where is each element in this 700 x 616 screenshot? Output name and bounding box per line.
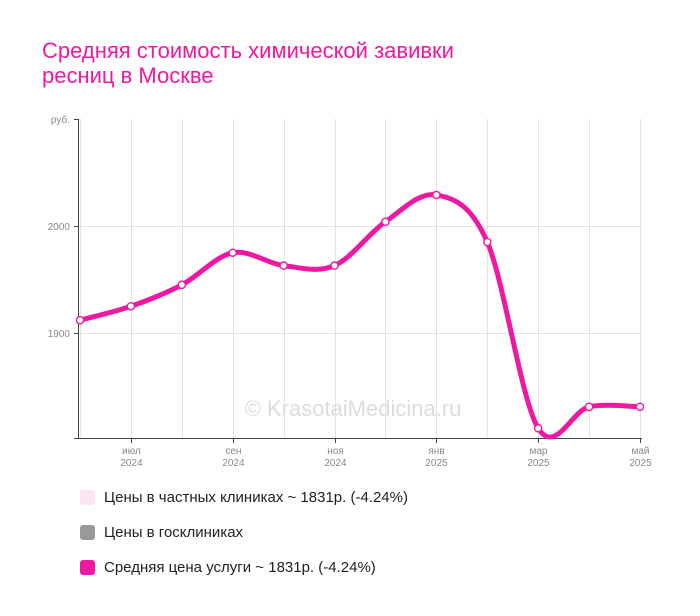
x-tick-label-year: 2024 (222, 458, 245, 469)
data-point (635, 402, 645, 412)
legend-label-average: Средняя цена услуги ~ 1831р. (-4.24%) (104, 558, 376, 576)
legend-swatch-private (80, 489, 95, 505)
grid (78, 119, 642, 438)
legend-swatch-public (80, 524, 95, 540)
data-points (75, 190, 645, 433)
data-point (330, 261, 339, 270)
y-axis-unit-label: руб. (51, 114, 70, 126)
x-tick-label-month: мар (530, 446, 548, 457)
x-tick-label-year: 2025 (629, 458, 652, 469)
watermark: © KrasotaiMedicina.ru (245, 396, 462, 421)
x-tick-label-year: 2024 (324, 458, 347, 469)
data-point (126, 301, 136, 311)
chart-title: Средняя стоимость химической завивки рес… (42, 38, 602, 88)
y-tick-label: 1900 (48, 329, 71, 340)
x-tick-label-year: 2025 (527, 458, 550, 469)
legend: Цены в частных клиниках ~ 1831р. (-4.24%… (80, 488, 640, 593)
x-tick-label-month: янв (428, 446, 444, 457)
x-tick-label-year: 2024 (120, 458, 143, 469)
legend-item-public[interactable]: Цены в госклиниках (80, 523, 640, 541)
data-point (482, 237, 492, 247)
data-point (279, 261, 288, 270)
legend-item-private[interactable]: Цены в частных клиниках ~ 1831р. (-4.24%… (80, 488, 640, 506)
y-tick-label: 2000 (48, 222, 71, 233)
legend-swatch-average (80, 559, 95, 575)
legend-label-private: Цены в частных клиниках ~ 1831р. (-4.24%… (104, 488, 408, 506)
data-point (432, 190, 441, 200)
data-point (381, 217, 390, 227)
x-tick-label-month: ноя (327, 446, 344, 457)
data-point (228, 248, 238, 258)
legend-label-public: Цены в госклиниках (104, 523, 244, 541)
chart-title-line-2: ресниц в Москве (42, 63, 214, 88)
data-point (177, 280, 187, 290)
x-tick-label-month: май (631, 446, 649, 457)
chart-title-line-1: Средняя стоимость химической завивки (42, 38, 454, 63)
x-tick-label-month: июл (122, 446, 141, 457)
data-point (75, 315, 85, 325)
data-point (584, 402, 594, 412)
data-point (533, 423, 543, 433)
x-tick-label-year: 2025 (425, 458, 448, 469)
x-tick-label-month: сен (225, 446, 241, 457)
legend-item-average[interactable]: Средняя цена услуги ~ 1831р. (-4.24%) (80, 558, 640, 576)
